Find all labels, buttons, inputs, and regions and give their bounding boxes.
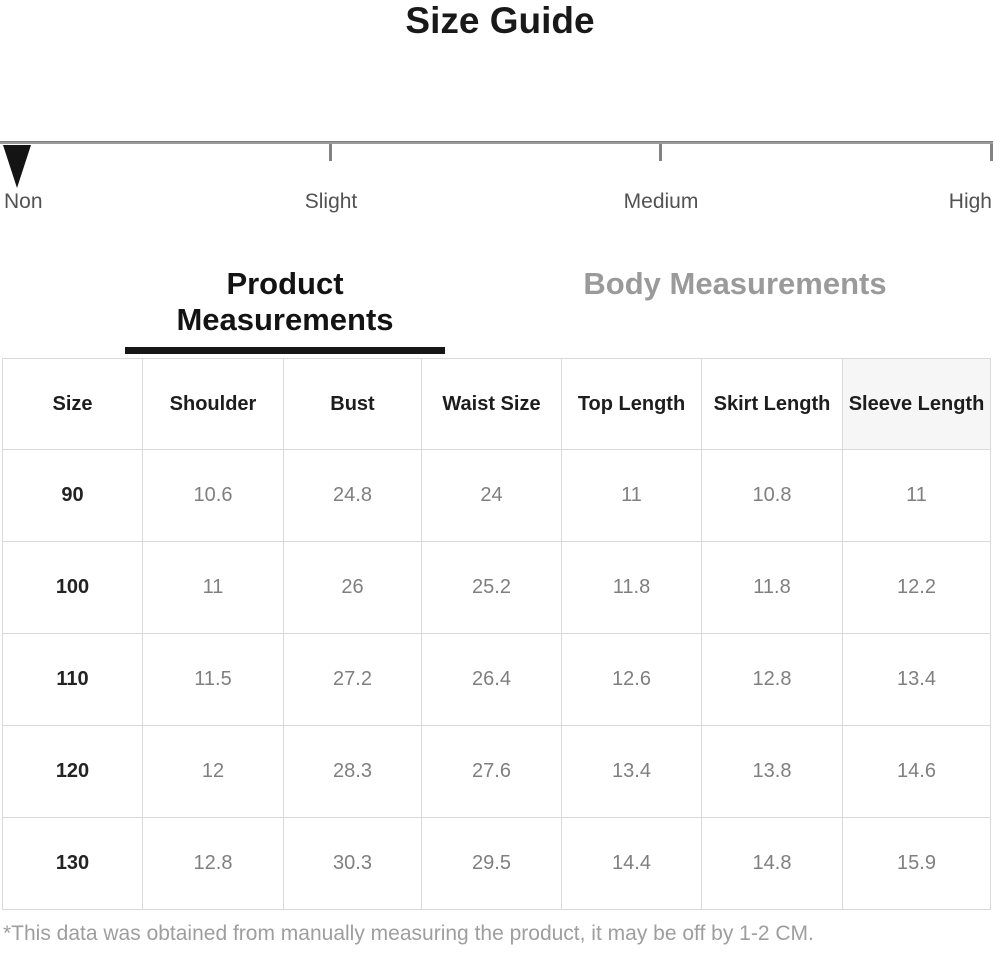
measurement-value-cell: 24 (421, 449, 562, 542)
column-header-size: Size (2, 358, 143, 450)
product-measurements-heading: Product Measurements (125, 266, 445, 354)
scale-label-non: Non (4, 190, 43, 213)
measurement-value-cell: 12 (142, 725, 284, 818)
measurement-value-cell: 12.2 (842, 541, 991, 634)
measurement-value-cell: 24.8 (283, 449, 422, 542)
measurement-value-cell: 13.4 (561, 725, 702, 818)
measurement-value-cell: 28.3 (283, 725, 422, 818)
measurement-value-cell: 15.9 (842, 817, 991, 910)
column-header-skirt-length: Skirt Length (701, 358, 843, 450)
measurement-value-cell: 14.8 (701, 817, 843, 910)
scale-marker-triangle-icon (3, 145, 31, 188)
transparency-scale: Non Slight Medium High (0, 0, 1000, 230)
size-value-cell: 110 (2, 633, 143, 726)
size-value-cell: 130 (2, 817, 143, 910)
body-measurements-heading: Body Measurements (583, 266, 887, 301)
measurement-value-cell: 11 (842, 449, 991, 542)
size-table-row: 100 11 26 25.2 11.8 11.8 12.2 (2, 541, 991, 634)
measurement-value-cell: 26.4 (421, 633, 562, 726)
measurement-value-cell: 12.8 (142, 817, 284, 910)
scale-tick-slight (329, 144, 332, 161)
measurement-value-cell: 25.2 (421, 541, 562, 634)
scale-label-slight: Slight (304, 190, 358, 213)
scale-label-medium: Medium (623, 190, 699, 213)
size-table-row: 110 11.5 27.2 26.4 12.6 12.8 13.4 (2, 633, 991, 726)
size-table-row: 130 12.8 30.3 29.5 14.4 14.8 15.9 (2, 817, 991, 910)
scale-line (0, 141, 993, 144)
measurement-value-cell: 11 (142, 541, 284, 634)
column-header-sleeve-length: Sleeve Length (842, 358, 991, 450)
measurement-value-cell: 11.8 (701, 541, 843, 634)
measurement-value-cell: 29.5 (421, 817, 562, 910)
measurement-value-cell: 30.3 (283, 817, 422, 910)
scale-tick-medium (659, 144, 662, 161)
measurement-value-cell: 13.8 (701, 725, 843, 818)
size-table-row: 90 10.6 24.8 24 11 10.8 11 (2, 449, 991, 542)
size-value-cell: 120 (2, 725, 143, 818)
measurement-value-cell: 26 (283, 541, 422, 634)
measurement-value-cell: 12.8 (701, 633, 843, 726)
measurement-value-cell: 10.6 (142, 449, 284, 542)
measurement-value-cell: 14.4 (561, 817, 702, 910)
size-table-header-row: Size Shoulder Bust Waist Size Top Length Skir… (2, 358, 991, 450)
measurement-value-cell: 10.8 (701, 449, 843, 542)
size-value-cell: 90 (2, 449, 143, 542)
scale-label-high: High (948, 190, 992, 213)
page-title: Size Guide (405, 0, 595, 41)
column-header-bust: Bust (283, 358, 422, 450)
measurement-disclaimer: *This data was obtained from manually me… (3, 922, 814, 945)
measurement-value-cell: 27.6 (421, 725, 562, 818)
column-header-shoulder: Shoulder (142, 358, 284, 450)
scale-tick-high (990, 144, 993, 161)
size-value-cell: 100 (2, 541, 143, 634)
column-header-top-length: Top Length (561, 358, 702, 450)
measurement-value-cell: 11.5 (142, 633, 284, 726)
measurement-value-cell: 13.4 (842, 633, 991, 726)
measurement-value-cell: 11 (561, 449, 702, 542)
size-table-row: 120 12 28.3 27.6 13.4 13.8 14.6 (2, 725, 991, 818)
column-header-waist-size: Waist Size (421, 358, 562, 450)
measurement-value-cell: 11.8 (561, 541, 702, 634)
measurement-value-cell: 12.6 (561, 633, 702, 726)
measurement-value-cell: 27.2 (283, 633, 422, 726)
measurement-value-cell: 14.6 (842, 725, 991, 818)
size-table: Size Shoulder Bust Waist Size Top Length Skir… (2, 358, 991, 910)
